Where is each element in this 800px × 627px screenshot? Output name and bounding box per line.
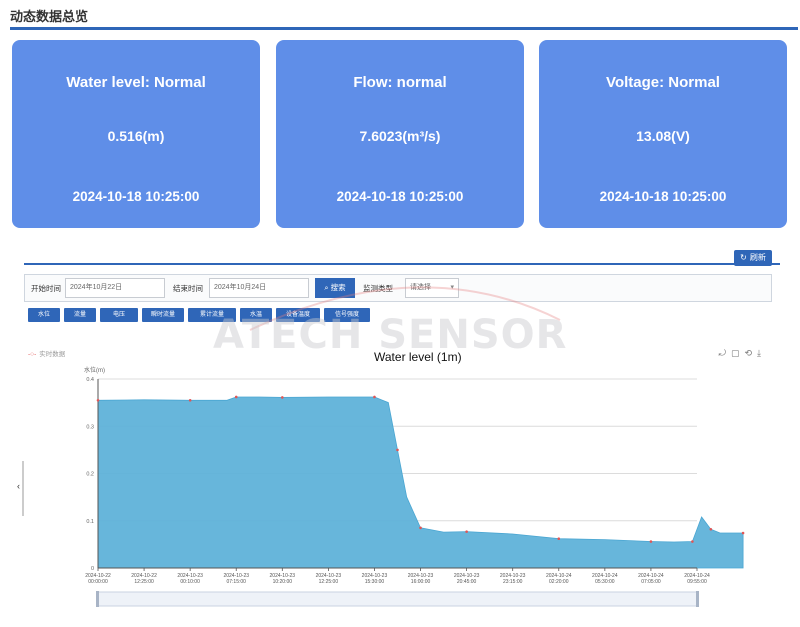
data-point: [188, 398, 192, 402]
zoom-slider-track[interactable]: [97, 591, 698, 607]
chart-title: Water level (1m): [374, 350, 462, 364]
start-time-label: 开始时间: [31, 284, 61, 293]
panel-divider: [24, 263, 780, 265]
zoom-slider-handle-right[interactable]: [696, 591, 699, 607]
card-title: Water level: Normal: [66, 74, 206, 91]
tab-device-temp[interactable]: 设备温度: [276, 308, 320, 322]
voltage-card: Voltage: Normal 13.08(V) 2024-10-18 10:2…: [539, 40, 787, 228]
watermark: ATECH SENSOR: [213, 312, 568, 358]
download-icon[interactable]: ⤓: [757, 348, 766, 358]
x-tick-label: 2024-10-23 15:30:00: [362, 573, 388, 585]
chevron-down-icon: ▾: [450, 284, 454, 291]
x-tick-label: 2024-10-24 02:20:00: [546, 573, 572, 585]
y-tick-label: 0: [91, 566, 94, 572]
search-icon: ⌕: [324, 283, 331, 292]
x-tick-label: 2024-10-23 23:15:00: [500, 573, 526, 585]
card-value: 0.516(m): [107, 128, 165, 144]
chart-markers: [96, 395, 745, 543]
title-divider: [10, 27, 798, 30]
chart-legend[interactable]: -○- 实时数据: [28, 348, 65, 358]
x-tick-label: 2024-10-24 09:55:00: [684, 573, 710, 585]
card-timestamp: 2024-10-18 10:25:00: [72, 189, 200, 204]
type-select-value: 请选择: [410, 284, 431, 291]
tab-water-temp[interactable]: 水温: [240, 308, 272, 322]
y-tick-label: 0.4: [86, 377, 94, 383]
collapse-arrow-icon[interactable]: ‹: [17, 481, 20, 491]
x-tick-label: 2024-10-24 07:05:00: [638, 573, 664, 585]
y-axis-label: 水位(m): [84, 368, 105, 374]
start-time-input[interactable]: 2024年10月22日: [65, 278, 165, 298]
tab-signal-strength[interactable]: 信号强度: [324, 308, 370, 322]
data-point: [557, 537, 561, 541]
zoom-reset-icon[interactable]: ⤾: [718, 348, 731, 358]
data-point: [234, 395, 238, 399]
data-point: [96, 398, 100, 402]
data-point: [396, 448, 399, 452]
data-point: [419, 526, 422, 530]
end-time-input[interactable]: 2024年10月24日: [209, 278, 309, 298]
x-tick-label: 2024-10-23 12:25:00: [316, 573, 342, 585]
restore-icon[interactable]: ⟲: [744, 348, 758, 358]
filter-bar: 开始时间 2024年10月22日 结束时间 2024年10月24日 ⌕ 搜索 监…: [24, 274, 772, 302]
data-point: [691, 540, 694, 543]
y-tick-label: 0.2: [86, 472, 94, 478]
x-tick-label: 2024-10-23 00:10:00: [177, 573, 203, 585]
water-level-area: [97, 396, 744, 569]
x-tick-label: 2024-10-23 07:15:00: [223, 573, 249, 585]
card-title: Voltage: Normal: [606, 74, 720, 91]
watermark-arc: [249, 286, 561, 331]
chart-area: [97, 396, 744, 569]
search-button[interactable]: ⌕ 搜索: [315, 278, 355, 298]
tab-cumulative-flow[interactable]: 累计流量: [188, 308, 236, 322]
y-tick-label: 0.1: [86, 519, 94, 525]
type-label: 监测类型: [363, 284, 393, 293]
search-label: 搜索: [330, 283, 346, 292]
y-tick-label: 0.3: [86, 424, 94, 430]
data-zoom-slider: [96, 591, 699, 607]
card-timestamp: 2024-10-18 10:25:00: [599, 189, 727, 204]
data-point: [649, 540, 653, 543]
data-point: [281, 396, 284, 399]
tab-instant-flow[interactable]: 瞬时流量: [142, 308, 184, 322]
data-view-icon[interactable]: ▢: [730, 348, 745, 358]
x-tick-label: 2024-10-22 00:00:00: [85, 573, 111, 585]
tab-flow[interactable]: 流量: [64, 308, 96, 322]
tab-water-level[interactable]: 水位: [28, 308, 60, 322]
data-point: [373, 395, 376, 399]
water-level-card: Water level: Normal 0.516(m) 2024-10-18 …: [12, 40, 260, 228]
panel-resize-handle[interactable]: [22, 461, 24, 516]
data-point: [741, 531, 745, 535]
chart-axes: 0 0.1 0.2 0.3 0.4 2024-10-22 00:00:00 2024-10-2…: [85, 377, 710, 585]
legend-label: 实时数据: [39, 351, 66, 358]
card-timestamp: 2024-10-18 10:25:00: [336, 189, 464, 204]
tab-voltage[interactable]: 电压: [100, 308, 138, 322]
x-tick-label: 2024-10-23 16:00:00: [408, 573, 434, 585]
card-value: 7.6023(m³/s): [359, 128, 441, 144]
chart-toolbox: ⤾▢⟲⤓: [718, 348, 766, 359]
data-point: [709, 527, 713, 531]
x-tick-label: 2024-10-24 05:30:00: [592, 573, 618, 585]
type-select[interactable]: 请选择 ▾: [405, 278, 459, 298]
data-point: [465, 530, 468, 533]
card-value: 13.08(V): [636, 128, 690, 144]
legend-marker-icon: -○-: [28, 351, 37, 358]
x-tick-label: 2024-10-22 12:25:00: [131, 573, 157, 585]
x-tick-label: 2024-10-23 20:45:00: [454, 573, 480, 585]
refresh-button[interactable]: ↻ 刷新: [734, 250, 772, 266]
end-time-label: 结束时间: [173, 284, 203, 293]
flow-card: Flow: normal 7.6023(m³/s) 2024-10-18 10:…: [276, 40, 524, 228]
refresh-icon: ↻: [740, 253, 747, 262]
x-tick-label: 2024-10-23 10:20:00: [270, 573, 296, 585]
page-title: 动态数据总览: [10, 10, 89, 25]
zoom-slider-handle-left[interactable]: [96, 591, 99, 607]
refresh-label: 刷新: [749, 253, 766, 262]
card-title: Flow: normal: [353, 74, 447, 91]
